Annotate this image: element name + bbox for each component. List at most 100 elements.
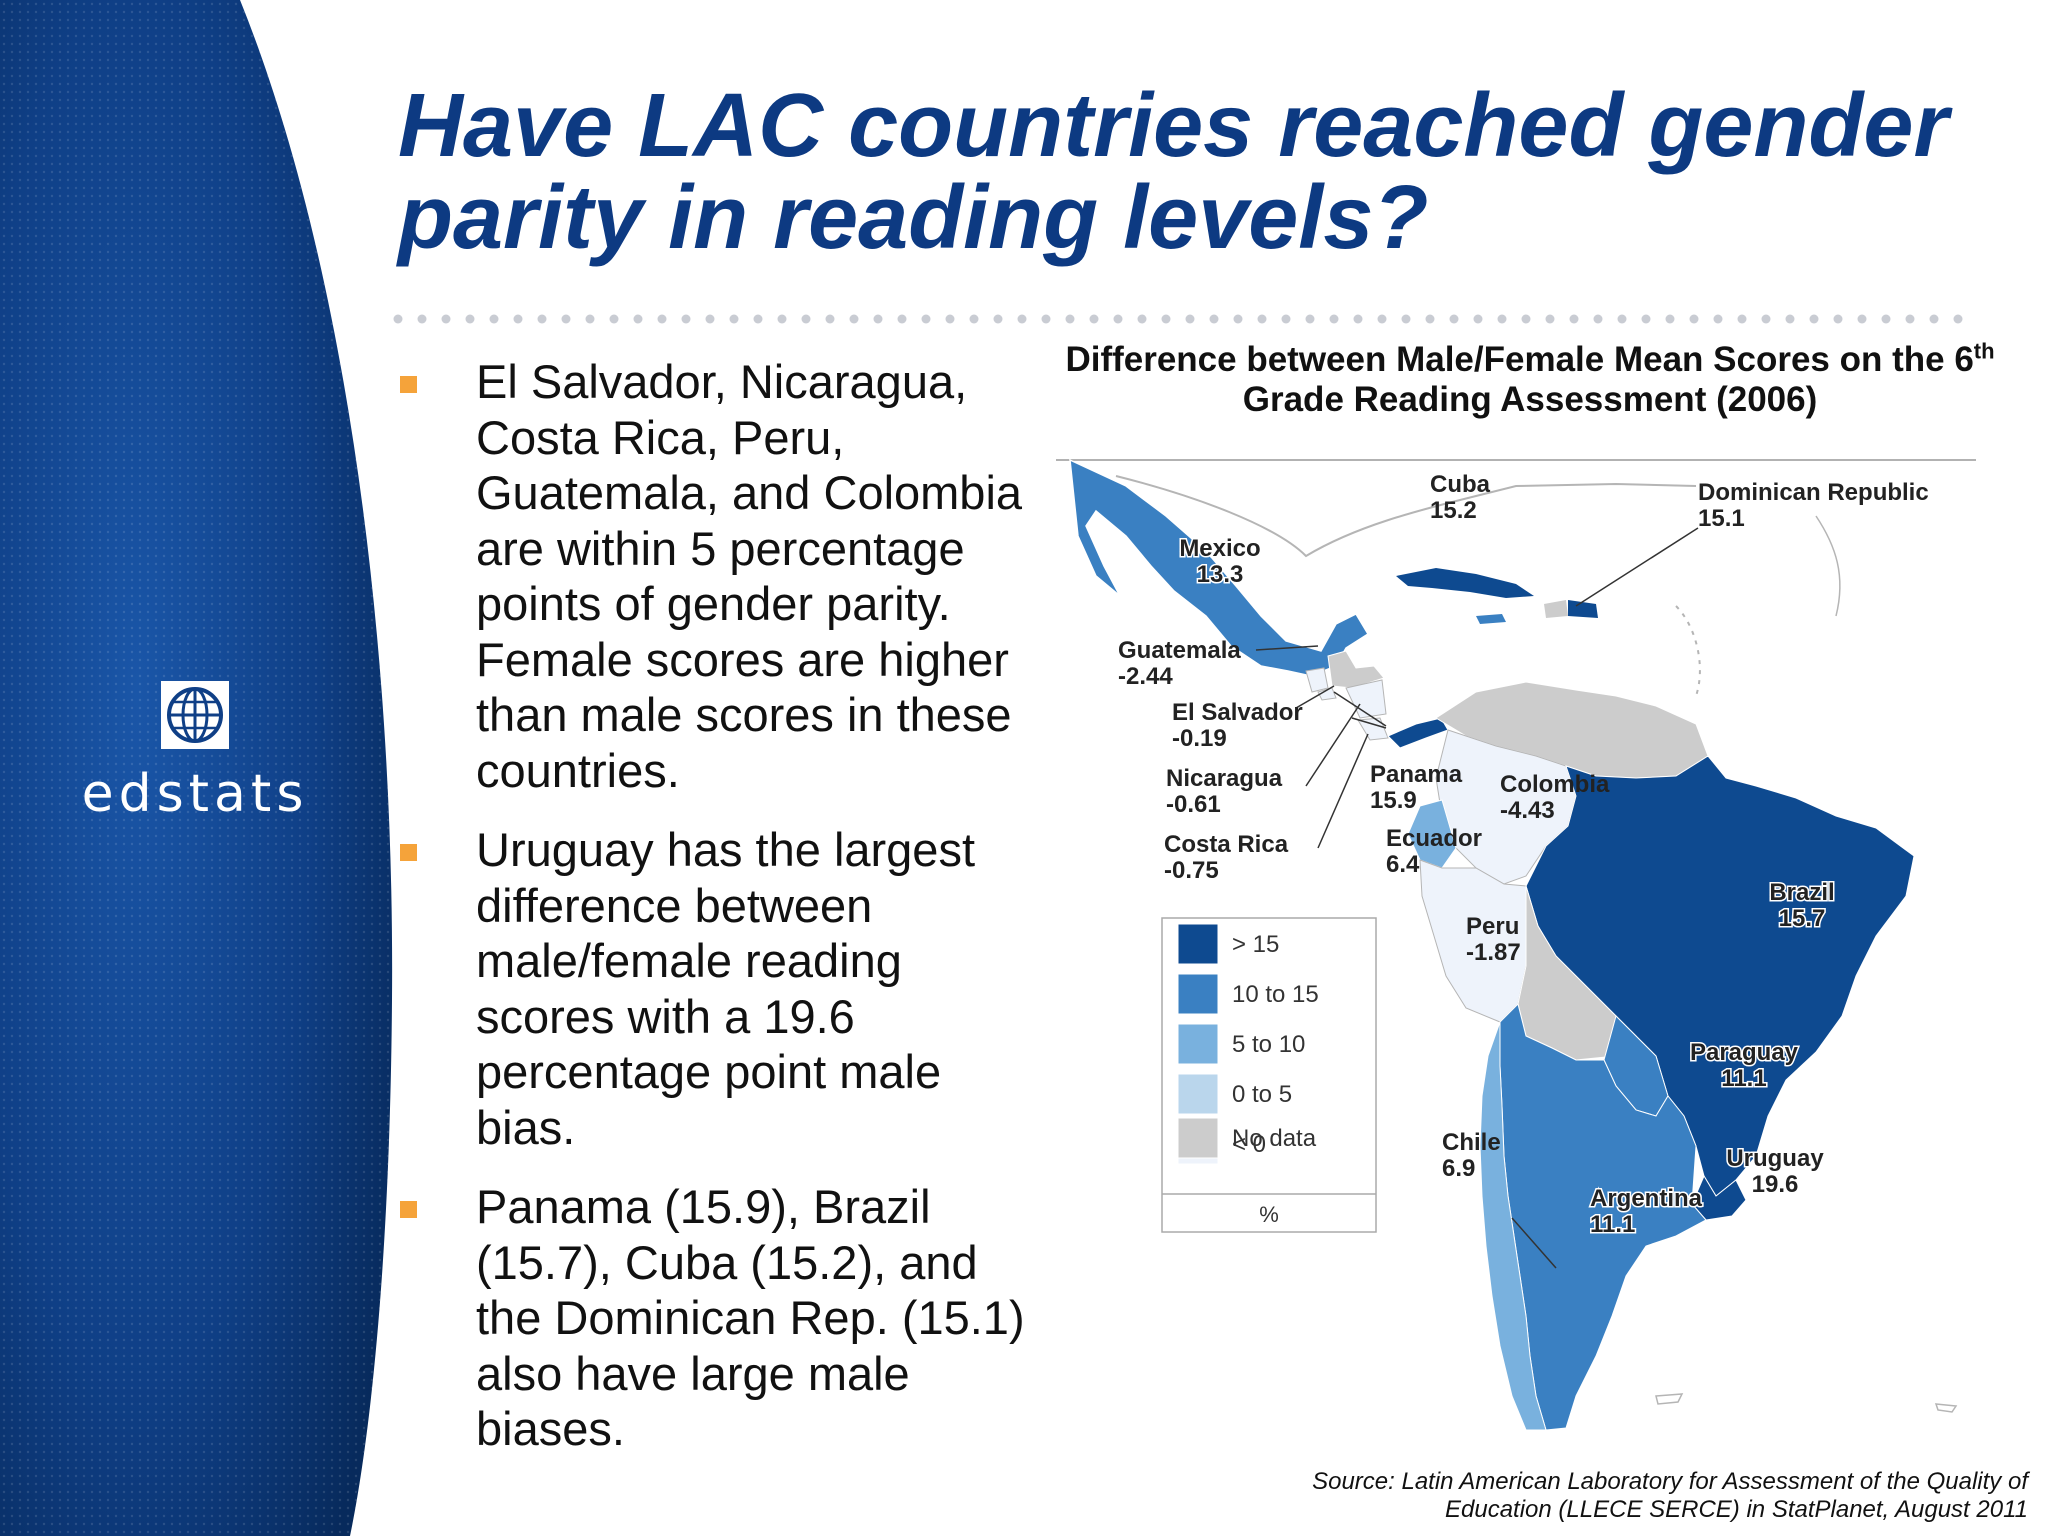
divider-dot [1257,314,1267,324]
divider-dot [1689,314,1699,324]
region-guatemala [1305,667,1329,693]
divider-dot [393,314,403,324]
chart-title-sup: th [1973,338,1995,364]
divider-dot [729,314,739,324]
region-name-label: Costa Rica [1164,831,1289,858]
legend-label: 0 to 5 [1232,1081,1292,1108]
region-value-label: 15.7 [1779,905,1826,932]
region-panama [1387,717,1449,749]
region-value-label: -2.44 [1118,663,1173,690]
region-value-label: 6.9 [1442,1155,1475,1182]
divider-dot [921,314,931,324]
region-name-label: Paraguay [1690,1039,1799,1066]
source-note: Source: Latin American Laboratory for As… [1180,1468,2028,1524]
divider-dot [1761,314,1771,324]
region-value-label: 15.9 [1370,787,1417,814]
divider-dot [945,314,955,324]
divider-dot [1113,314,1123,324]
region-mexico [1069,458,1370,677]
choropleth-map: > 15 10 to 15 5 to 10 0 to 5 < 0No data % Me… [1056,458,1976,1431]
divider-dot [1401,314,1411,324]
divider-dot [1665,314,1675,324]
divider-dot [1545,314,1555,324]
divider-dot [1593,314,1603,324]
square-bullet-icon [400,376,417,393]
divider-dot [897,314,907,324]
region-chile [1479,1021,1547,1431]
region-name-label: Ecuador [1386,825,1482,852]
divider-dot [585,314,595,324]
divider-dot [1737,314,1747,324]
divider-dot [1233,314,1243,324]
divider-dot [465,314,475,324]
square-bullet-icon [400,1201,417,1218]
divider-dot [1017,314,1027,324]
region-value-label: -4.43 [1500,797,1555,824]
region-name-label: Panama [1370,761,1463,788]
region-nicaragua [1345,679,1387,719]
legend-label: 10 to 15 [1232,981,1319,1008]
divider-dot [489,314,499,324]
divider-dot [1905,314,1915,324]
divider-dot [993,314,1003,324]
bullet-item: Panama (15.9), Brazil (15.7), Cuba (15.2… [398,1179,1038,1457]
region-value-label: 11.1 [1721,1065,1766,1092]
divider-dot [1953,314,1963,324]
divider-dot [777,314,787,324]
divider-dot [657,314,667,324]
legend-label: < 0 [1232,1131,1266,1158]
divider-dot [1857,314,1867,324]
divider-dot [1785,314,1795,324]
region-name-label: Argentina [1590,1185,1703,1212]
leader-lines [1255,527,1699,1269]
edstats-logo: edstats [60,680,330,824]
legend-swatch [1177,1117,1219,1159]
region-cuba [1396,568,1534,598]
divider-dot [561,314,571,324]
legend-swatch [1177,1073,1219,1115]
divider-dot [1497,314,1507,324]
region-name-label: Dominican Republic [1698,479,1929,506]
legend-label: 5 to 10 [1232,1031,1305,1058]
region-value-label: 6.4 [1386,851,1420,878]
divider-dot [1833,314,1843,324]
divider-dot [681,314,691,324]
divider-dot [1041,314,1051,324]
divider-dot [825,314,835,324]
map-legend: > 15 10 to 15 5 to 10 0 to 5 < 0No data % [1161,917,1377,1233]
divider-dot [969,314,979,324]
divider-dot [1473,314,1483,324]
region-name-label: Brazil [1769,879,1834,906]
region-value-label: 15.1 [1698,505,1745,532]
divider-dot [1929,314,1939,324]
square-bullet-icon [400,844,417,861]
region-name-label: Colombia [1500,771,1610,798]
chart-title: Difference between Male/Female Mean Scor… [1060,340,2000,420]
divider-dot [1137,314,1147,324]
divider-dot [1521,314,1531,324]
divider-dot [1161,314,1171,324]
logo-text: edstats [81,764,309,824]
region-name-label: El Salvador [1172,699,1303,726]
divider-dot [441,314,451,324]
divider-dot [1377,314,1387,324]
region-value-label: 15.2 [1430,497,1477,524]
region-value-label: -0.61 [1166,791,1221,818]
legend-swatch [1177,973,1219,1015]
region-name-label: Guatemala [1118,637,1241,664]
bullet-text: Uruguay has the largest difference betwe… [476,823,976,1154]
divider-dot [1209,314,1219,324]
divider-dot [1329,314,1339,324]
legend-label: > 15 [1232,931,1279,958]
divider-dot [1713,314,1723,324]
usa-outline [1115,475,1697,558]
region-name-label: Uruguay [1726,1145,1824,1172]
region-value-label: 19.6 [1752,1171,1799,1198]
divider-dot [1305,314,1315,324]
divider-dot [1809,314,1819,324]
region-jamaica [1476,614,1506,624]
slide-title: Have LAC countries reached gender parity… [398,76,1949,268]
region-name-label: Peru [1466,913,1519,940]
divider-dot [1617,314,1627,324]
bullet-text: Panama (15.9), Brazil (15.7), Cuba (15.2… [476,1180,1025,1455]
